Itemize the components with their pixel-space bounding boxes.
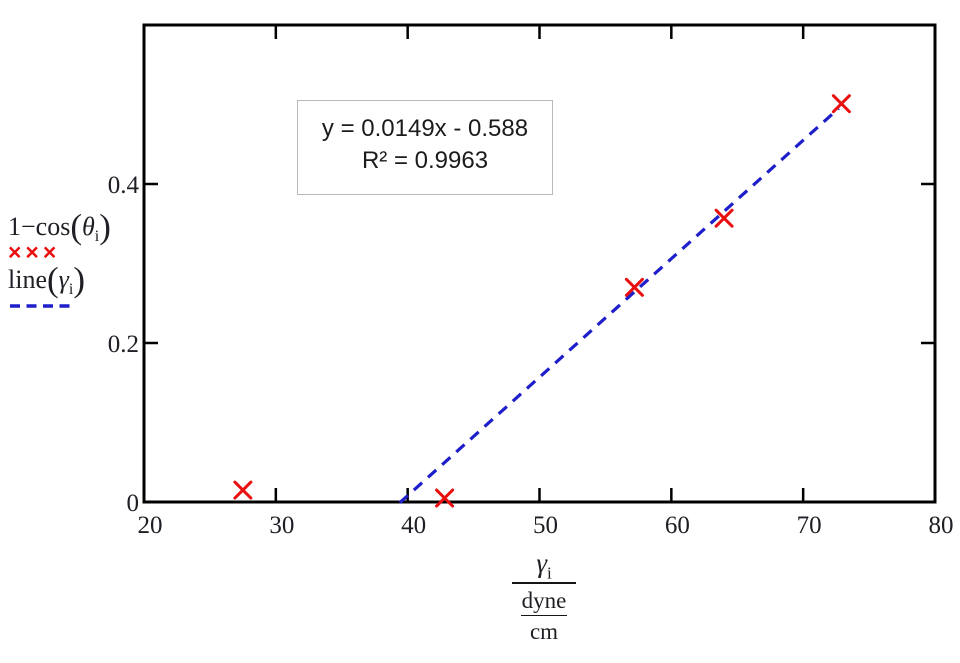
series1-expr-text: 1−cos [8,212,71,241]
series2-label: line(γi) [8,262,158,299]
x-tick-label: 20 [138,512,163,539]
open-paren: ( [70,207,82,246]
data-point-marker [831,94,851,114]
x-tick-label: 40 [401,512,426,539]
gamma-symbol: γ [536,548,547,578]
r-squared-text: R² = 0.9963 [361,147,489,174]
y-axis-legend: 1−cos(θi) ××× line(γi) [8,209,158,310]
fraction-bar [512,582,576,584]
data-point-marker [435,488,455,508]
x-tick-label: 30 [269,512,294,539]
data-point-marker [233,480,253,500]
plot-frame [142,23,937,504]
equation-text: y = 0.0149x - 0.588 [321,115,529,142]
series2-line-sample [10,304,70,308]
series2-expr-text: line [8,265,47,294]
y-tick-label: 0.4 [108,172,140,199]
x-tick-label: 50 [533,512,558,539]
y-tick-label: 0.2 [108,331,139,358]
y-tick-label: 0 [127,490,140,517]
close-paren: ) [73,260,86,299]
unit-numerator: dyne [521,588,567,613]
x-tick-label: 70 [797,512,822,539]
x-axis-variable: γi [468,547,620,583]
data-point-marker [624,277,644,297]
open-paren: ( [47,260,59,299]
series2-subscript: i [68,281,74,299]
unit-fraction-bar [521,615,567,616]
gamma-symbol: γ [58,265,69,294]
trendline [398,107,840,504]
theta-symbol: θ [81,212,95,241]
x-axis-title: γi dyne cm [468,547,620,644]
data-point-marker [714,208,734,228]
trendline-annotation: y = 0.0149x - 0.588 R² = 0.9963 [297,100,553,195]
series1-subscript: i [94,228,100,246]
series1-label: 1−cos(θi) [8,209,158,246]
x-tick-label: 60 [665,512,690,539]
x-tick-label: 80 [929,512,954,539]
close-paren: ) [99,207,111,246]
unit-denominator: cm [529,619,559,644]
x-axis-subscript: i [546,563,552,583]
series1-marker-sample: ××× [8,239,61,265]
